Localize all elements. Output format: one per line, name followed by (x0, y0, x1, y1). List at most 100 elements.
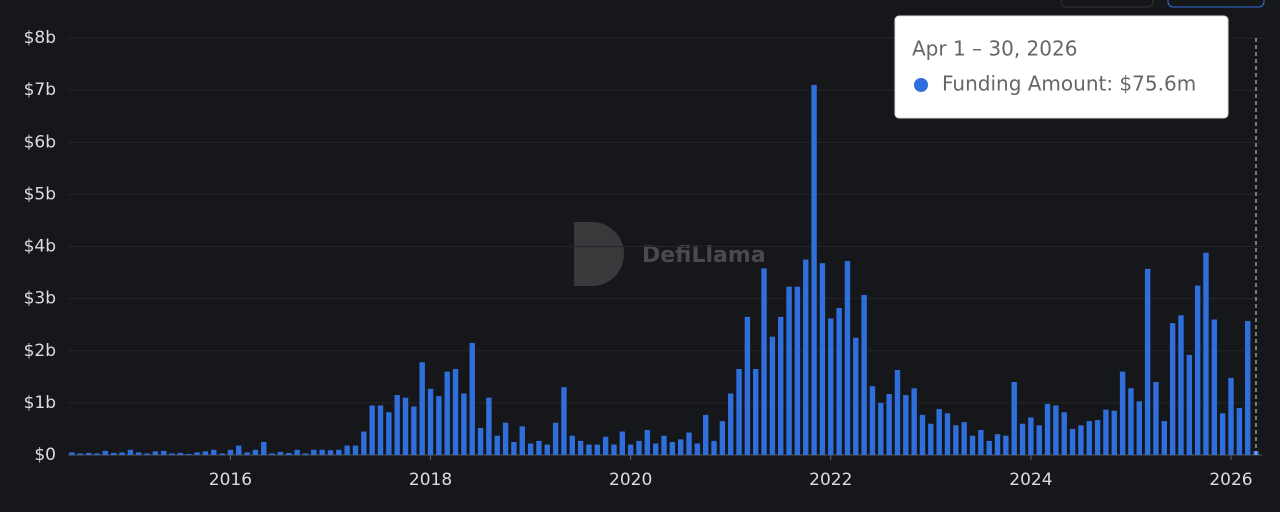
bar (1078, 425, 1084, 455)
x-tick-label: 2016 (209, 470, 252, 490)
bar (761, 268, 767, 455)
bar (202, 451, 209, 455)
bar (778, 316, 784, 455)
watermark-text: DefiLlama (642, 243, 766, 268)
y-tick-label: $2b (24, 341, 56, 361)
bar (936, 409, 942, 455)
bar (436, 396, 442, 455)
bar (486, 397, 492, 455)
bar (277, 451, 284, 455)
bar (1203, 252, 1209, 455)
bar (869, 386, 876, 455)
bar (186, 453, 192, 455)
bar (419, 362, 425, 455)
bar (494, 435, 500, 455)
bar (744, 316, 751, 455)
bar (1069, 428, 1076, 455)
y-tick-label: $3b (24, 289, 56, 309)
bar (1144, 268, 1151, 455)
bar (477, 427, 484, 455)
tooltip-title: Apr 1 – 30, 2026 (912, 37, 1077, 61)
bar (161, 450, 167, 455)
bar (1194, 285, 1201, 455)
bar (878, 402, 884, 455)
bar (1153, 382, 1159, 455)
bar (511, 441, 517, 455)
x-tick-label: 2024 (1009, 470, 1052, 490)
bar (711, 440, 717, 455)
bar (1178, 315, 1184, 455)
y-tick-label: $8b (24, 28, 56, 48)
bar (269, 453, 275, 455)
bar (1011, 382, 1017, 455)
bar (444, 371, 450, 455)
bar (586, 444, 592, 455)
bar (1236, 408, 1243, 455)
x-tick-label: 2020 (609, 470, 652, 490)
bar (1136, 401, 1142, 455)
bar (728, 393, 734, 455)
bar (527, 443, 534, 455)
tooltip-box (894, 15, 1229, 119)
bar (561, 387, 567, 455)
bar (1186, 354, 1193, 455)
y-tick-label: $6b (24, 132, 56, 152)
bar (953, 425, 959, 455)
bar (627, 444, 634, 455)
bar (69, 452, 75, 455)
bar (377, 405, 384, 455)
bar (152, 451, 159, 455)
y-tick-label: $7b (24, 80, 56, 100)
bar (602, 436, 609, 455)
bar (577, 440, 584, 455)
bar (236, 445, 242, 455)
bar (461, 393, 467, 455)
button[interactable] (1167, 0, 1265, 8)
bar (811, 84, 817, 455)
button[interactable] (1060, 0, 1154, 8)
bar (986, 440, 992, 455)
bar (1244, 321, 1251, 455)
bar (77, 453, 84, 455)
bar (194, 452, 200, 455)
bar (1019, 423, 1026, 455)
bar (769, 336, 776, 455)
bar (911, 388, 917, 455)
bar (886, 394, 892, 455)
bar (552, 422, 559, 455)
bar (803, 259, 809, 455)
bar (102, 450, 109, 455)
bar (327, 450, 334, 455)
bar (1036, 425, 1042, 455)
bar (336, 449, 342, 455)
bar (944, 413, 951, 455)
bar (611, 444, 617, 455)
bar (677, 439, 684, 455)
bar (1228, 377, 1234, 455)
bar (686, 432, 692, 455)
bar (719, 421, 726, 455)
y-tick-label: $1b (24, 393, 56, 413)
bar (894, 370, 901, 455)
bar (694, 443, 701, 455)
bar (286, 452, 292, 455)
y-tick-label: $0 (34, 445, 56, 465)
bar (836, 308, 842, 455)
watermark: DefiLlama (574, 222, 766, 286)
bar (794, 286, 801, 455)
bar (569, 435, 575, 455)
bar (702, 414, 709, 455)
bar (661, 435, 667, 455)
x-tick-label: 2026 (1209, 470, 1252, 490)
bar (1128, 388, 1134, 455)
x-tick-label: 2022 (809, 470, 852, 490)
y-tick-label: $4b (24, 237, 56, 257)
bar (1111, 410, 1117, 455)
bar (394, 395, 400, 455)
bar (1053, 405, 1059, 455)
bar (144, 453, 150, 455)
bar (427, 388, 434, 455)
bar (119, 452, 125, 455)
bar (319, 449, 325, 455)
